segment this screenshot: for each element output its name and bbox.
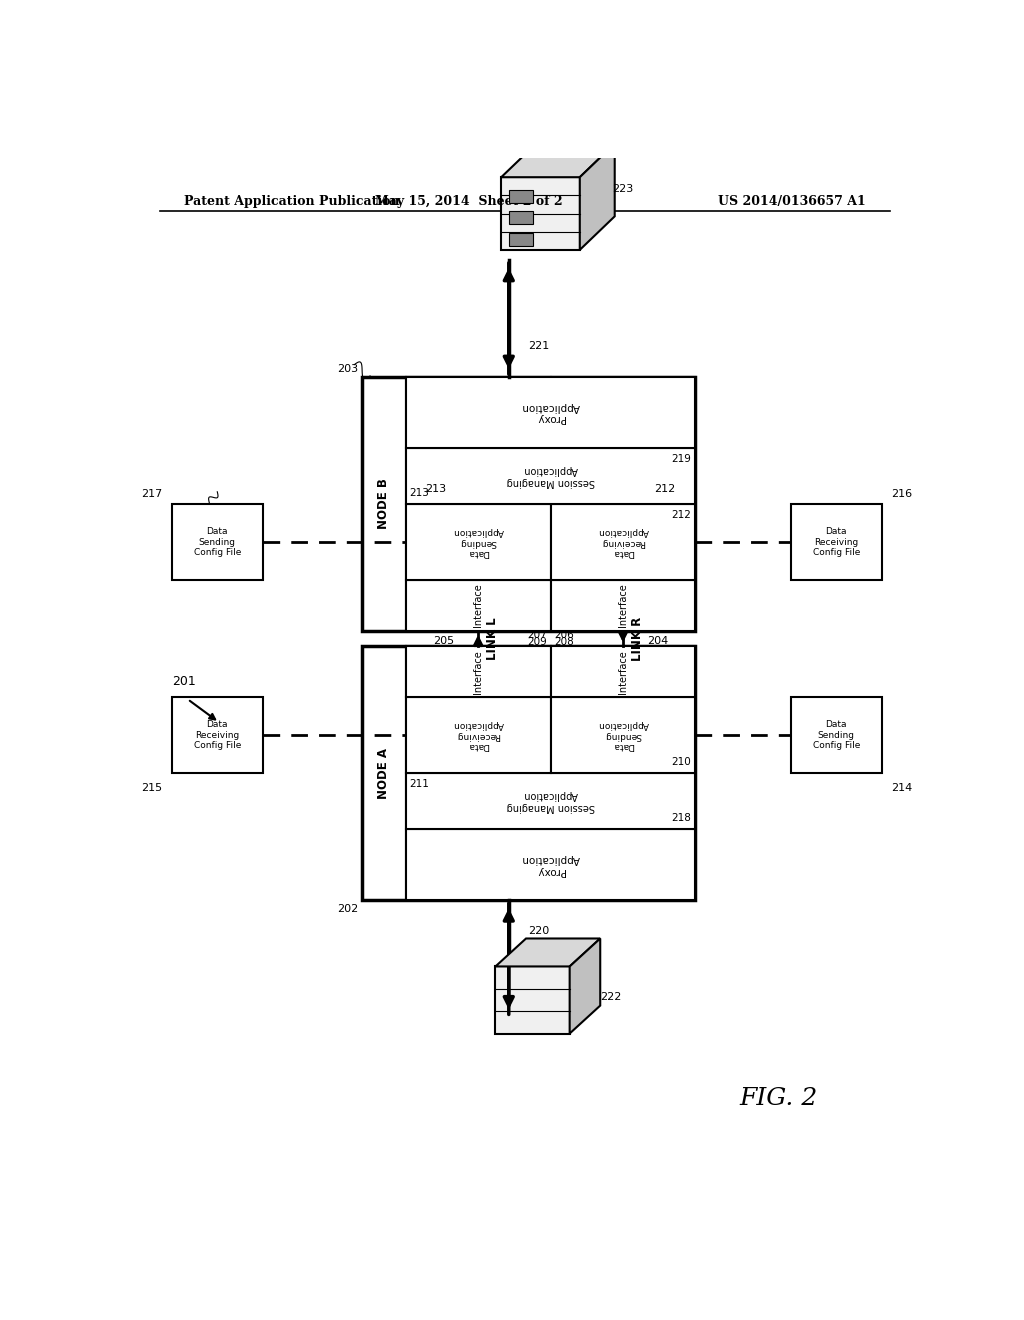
Bar — [406, 697, 551, 774]
Bar — [509, 234, 532, 247]
Bar — [406, 504, 551, 581]
Text: 222: 222 — [600, 991, 622, 1002]
Polygon shape — [496, 939, 600, 966]
Bar — [362, 647, 695, 900]
Bar — [406, 447, 695, 504]
Bar — [172, 504, 263, 581]
Text: NODE A: NODE A — [378, 748, 390, 799]
Text: FIG. 2: FIG. 2 — [739, 1088, 818, 1110]
Text: 220: 220 — [528, 925, 550, 936]
Text: 213: 213 — [410, 488, 430, 498]
Text: 209: 209 — [527, 638, 547, 647]
Text: Proxy
Application: Proxy Application — [521, 854, 580, 875]
Text: 215: 215 — [141, 784, 162, 793]
Bar — [509, 190, 532, 203]
Text: Data
Receiving
Config File: Data Receiving Config File — [194, 721, 241, 750]
Text: Data
Sending
Application: Data Sending Application — [453, 527, 504, 557]
Polygon shape — [580, 144, 614, 249]
Text: Session Managing
Application: Session Managing Application — [507, 791, 595, 812]
Polygon shape — [569, 939, 600, 1034]
Text: US 2014/0136657 A1: US 2014/0136657 A1 — [718, 194, 866, 207]
FancyArrowPatch shape — [189, 701, 215, 719]
Bar — [406, 647, 551, 697]
Bar — [501, 177, 580, 249]
Bar — [551, 504, 695, 581]
Text: 212: 212 — [654, 484, 676, 494]
Text: 204: 204 — [647, 636, 668, 647]
Text: 217: 217 — [141, 488, 162, 499]
Text: 219: 219 — [672, 454, 691, 465]
Text: 223: 223 — [612, 183, 633, 194]
Text: 221: 221 — [528, 342, 550, 351]
Text: 211: 211 — [410, 779, 430, 789]
Text: 212: 212 — [672, 510, 691, 520]
Text: Data
Receiving
Application: Data Receiving Application — [598, 527, 648, 557]
Text: 203: 203 — [337, 364, 358, 374]
Text: 207: 207 — [527, 630, 547, 640]
Bar — [509, 211, 532, 224]
Bar — [551, 581, 695, 631]
Text: 210: 210 — [672, 758, 691, 767]
Bar — [791, 504, 882, 581]
Text: Data
Sending
Config File: Data Sending Config File — [194, 527, 241, 557]
Bar — [551, 697, 695, 774]
Text: Interface: Interface — [618, 583, 628, 627]
Bar — [791, 697, 882, 774]
Bar — [406, 774, 695, 829]
Text: LINK R: LINK R — [631, 616, 644, 661]
Text: Interface: Interface — [618, 649, 628, 693]
Text: Interface: Interface — [473, 583, 483, 627]
Text: Data
Sending
Application: Data Sending Application — [598, 721, 648, 750]
Text: 202: 202 — [337, 903, 358, 913]
Text: 214: 214 — [892, 784, 912, 793]
Text: Data
Sending
Config File: Data Sending Config File — [813, 721, 860, 750]
Text: Session Managing
Application: Session Managing Application — [507, 465, 595, 487]
Bar — [406, 378, 695, 447]
Text: Data
Receiving
Config File: Data Receiving Config File — [813, 527, 860, 557]
Bar — [362, 378, 695, 631]
Polygon shape — [501, 144, 614, 177]
Text: NODE B: NODE B — [378, 479, 390, 529]
Text: LINK L: LINK L — [486, 618, 499, 660]
Text: 201: 201 — [172, 676, 196, 688]
Text: May 15, 2014  Sheet 2 of 2: May 15, 2014 Sheet 2 of 2 — [376, 194, 563, 207]
Text: Patent Application Publication: Patent Application Publication — [183, 194, 399, 207]
Text: 213: 213 — [426, 484, 446, 494]
Text: Proxy
Application: Proxy Application — [521, 401, 580, 424]
Text: 205: 205 — [433, 636, 455, 647]
Text: 206: 206 — [555, 630, 574, 640]
Text: 218: 218 — [672, 813, 691, 824]
Text: Data
Receiving
Application: Data Receiving Application — [453, 721, 504, 750]
Text: Interface: Interface — [473, 649, 483, 693]
Text: 208: 208 — [555, 638, 574, 647]
Bar — [406, 581, 551, 631]
Text: 216: 216 — [892, 488, 912, 499]
Bar — [172, 697, 263, 774]
Bar — [406, 829, 695, 900]
Bar — [496, 966, 569, 1034]
Bar — [551, 647, 695, 697]
